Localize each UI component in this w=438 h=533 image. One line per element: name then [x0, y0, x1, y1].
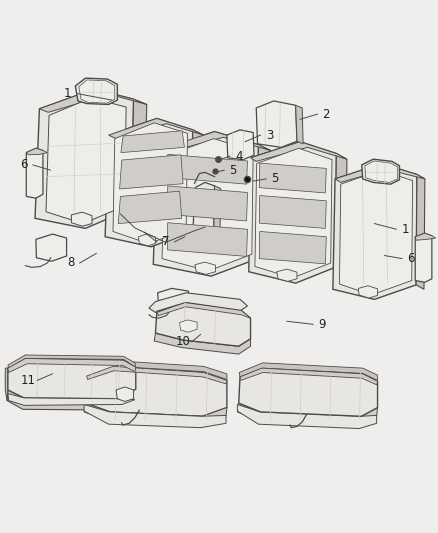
Polygon shape	[167, 223, 247, 256]
Polygon shape	[193, 182, 215, 239]
Text: 6: 6	[407, 252, 415, 265]
Polygon shape	[227, 130, 254, 159]
Polygon shape	[86, 361, 227, 379]
Polygon shape	[157, 132, 271, 154]
Text: 1: 1	[64, 87, 72, 100]
Polygon shape	[365, 161, 398, 182]
Polygon shape	[36, 234, 67, 261]
Text: 10: 10	[176, 335, 191, 349]
Polygon shape	[237, 403, 378, 425]
Polygon shape	[339, 170, 413, 295]
Polygon shape	[237, 405, 377, 429]
Polygon shape	[153, 132, 258, 276]
Polygon shape	[71, 212, 92, 226]
Polygon shape	[8, 355, 136, 368]
Text: 5: 5	[230, 164, 237, 176]
Polygon shape	[162, 139, 253, 271]
Polygon shape	[138, 234, 155, 246]
Polygon shape	[256, 101, 297, 147]
Polygon shape	[46, 98, 126, 223]
Polygon shape	[240, 368, 378, 385]
Polygon shape	[195, 262, 215, 274]
Polygon shape	[105, 118, 193, 247]
Polygon shape	[214, 186, 221, 237]
Text: 3: 3	[266, 128, 273, 142]
Polygon shape	[239, 368, 378, 416]
Polygon shape	[333, 164, 417, 300]
Polygon shape	[7, 389, 136, 410]
Text: 9: 9	[318, 318, 326, 331]
Polygon shape	[180, 320, 197, 332]
Polygon shape	[167, 186, 247, 221]
Polygon shape	[296, 106, 303, 144]
Polygon shape	[109, 118, 204, 139]
Polygon shape	[259, 231, 326, 264]
Polygon shape	[192, 130, 204, 237]
Polygon shape	[415, 233, 432, 282]
Polygon shape	[84, 403, 227, 425]
Polygon shape	[39, 89, 147, 112]
Polygon shape	[131, 99, 147, 215]
Polygon shape	[415, 233, 436, 240]
Polygon shape	[259, 196, 326, 229]
Text: 5: 5	[272, 172, 279, 185]
Polygon shape	[8, 359, 136, 399]
Polygon shape	[118, 191, 182, 223]
Polygon shape	[26, 148, 43, 198]
Text: 11: 11	[21, 374, 36, 387]
Polygon shape	[87, 366, 227, 384]
Polygon shape	[155, 302, 251, 346]
Polygon shape	[251, 142, 347, 161]
Polygon shape	[85, 366, 227, 416]
Polygon shape	[167, 155, 247, 184]
Polygon shape	[358, 286, 378, 298]
Polygon shape	[259, 163, 326, 193]
Polygon shape	[239, 363, 378, 381]
Polygon shape	[255, 148, 332, 278]
Polygon shape	[116, 387, 134, 401]
Polygon shape	[258, 145, 271, 264]
Polygon shape	[120, 155, 183, 189]
Polygon shape	[157, 302, 251, 318]
Polygon shape	[149, 293, 247, 312]
Text: 2: 2	[322, 108, 330, 120]
Polygon shape	[158, 288, 189, 309]
Text: 4: 4	[235, 150, 243, 163]
Polygon shape	[113, 123, 187, 244]
Polygon shape	[35, 89, 134, 229]
Text: 1: 1	[401, 223, 409, 236]
Polygon shape	[362, 159, 399, 184]
Polygon shape	[416, 174, 425, 289]
Polygon shape	[26, 148, 47, 155]
Polygon shape	[8, 359, 136, 373]
Polygon shape	[277, 269, 297, 281]
Polygon shape	[84, 405, 226, 427]
Polygon shape	[8, 393, 135, 405]
Polygon shape	[335, 154, 347, 273]
Polygon shape	[75, 78, 117, 104]
Polygon shape	[79, 80, 115, 103]
Polygon shape	[249, 142, 336, 283]
Polygon shape	[335, 164, 425, 182]
Polygon shape	[121, 131, 184, 152]
Text: 8: 8	[67, 256, 74, 270]
Polygon shape	[154, 333, 251, 354]
Polygon shape	[5, 368, 8, 400]
Text: 6: 6	[20, 158, 28, 172]
Text: 7: 7	[162, 236, 170, 248]
